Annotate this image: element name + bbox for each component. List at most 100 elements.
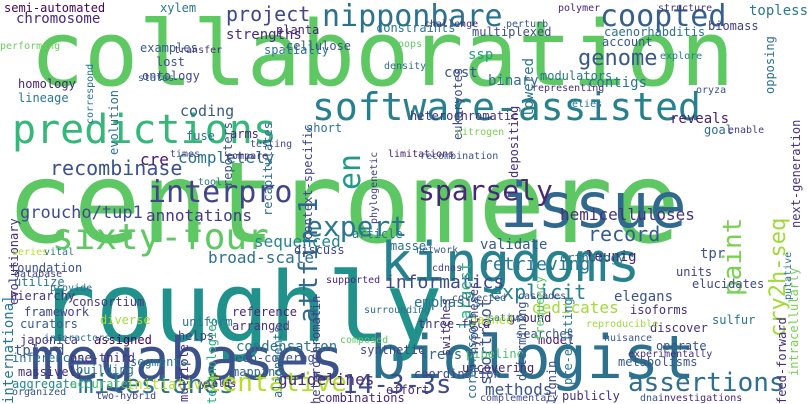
word-cascades: cascades [518,291,567,302]
word-multiplexed: multiplexed [472,25,552,39]
word-density: density [384,61,427,72]
word-testing: testing [250,139,293,150]
word-short: short [306,121,343,135]
word-initiative: initiative [126,377,211,393]
word-framework: framework [24,305,90,319]
word-loops: loops [392,39,423,50]
word-annotations: annotations [146,206,252,225]
word-fuse: fuse [186,129,215,143]
word-searches: searches [516,327,574,341]
word-yields: yields [200,379,237,390]
word-performing: performing [0,41,61,52]
word-vital: vital [44,247,75,258]
word-investigations: investigations [658,393,743,404]
word-cdnas: cdnas [432,263,463,274]
word-curators: curators [20,317,78,331]
word-nitrogen: nitrogen [456,127,505,138]
word-software-assisted: software-assisted [312,85,701,129]
word-series: series [12,247,49,258]
word-orthology: orthology [560,251,626,265]
word-nipponbare: nipponbare [322,0,503,34]
word-discuss: discuss [294,243,345,257]
word-complementary: complementary [480,393,559,404]
word-metabolisms: metabolisms [618,355,698,369]
word-correspond: correspond [85,63,96,124]
word-pre-existing: pre-existing [561,298,575,385]
word-frequency: frequency [533,275,547,341]
word-genome: genome [578,46,658,71]
word-completely: completely [178,148,275,167]
word-examples: examples [140,41,198,55]
word-interpro: interpro [148,175,293,210]
word-utilize: utilize [14,275,65,289]
word-coordination: coordination [414,367,501,381]
word-collaboration: collaboration [30,2,735,107]
word-phylogenetic: phylogenetic [369,151,380,224]
word-sparsely: sparsely [418,174,553,207]
word-coding: coding [180,102,235,120]
word-database: database [14,269,63,280]
word-synthetic: synthetic [360,343,426,357]
word-evolutionary: evolutionary [7,218,21,305]
word-caenorhabditis: caenorhabditis [604,25,706,39]
word-xylem: xylem [160,1,197,15]
word-nuisance: nuisance [604,333,653,344]
word-gained: gained [470,313,514,327]
word-guidelines: guidelines [278,370,375,389]
word-publicly: publicly [562,389,620,403]
word-pipeline: pipeline [466,347,524,361]
word-dedicates: dedicates [532,298,619,317]
word-biologist: biologist [370,323,696,393]
word-network: network [416,245,459,256]
word-consortium: consortium [72,295,145,309]
word-structure: structure [658,3,713,14]
word-ssp: ssp [468,47,494,63]
word-milestones: milestones [78,370,235,400]
word-14-3-3s: 14-3-3s [342,370,452,400]
word-explicit: explicit [490,280,587,304]
word-explore: explore [660,51,703,62]
word-recombinase: recombinase [50,156,183,180]
word-sequenced: sequenced [254,232,341,251]
word-transfer: transfer [174,45,223,56]
word-status: status [138,73,175,84]
word-uncovering: uncovering [462,361,535,375]
word-experimentally: experimentally [628,349,713,360]
word-alignments: alignments [271,325,285,398]
word-multiple: multiple [177,344,191,402]
word-sulfur: sulfur [712,313,756,327]
word-oryza: oryza [696,85,727,96]
word-model: model [538,333,575,347]
word-context-specific: context-specific [301,124,315,240]
word-groucho-tup1: groucho/tup1 [20,203,143,223]
word-masse: masse [390,239,427,253]
word-semi-automated: semi-automated [4,1,106,15]
word-tentative: tentative [206,368,347,398]
word-japonica: japonica [20,333,78,347]
word-contigs: contigs [588,75,648,91]
word-massively: massively [18,365,84,379]
word-polymer: polymer [558,3,601,14]
word-three-fold: three-fold [418,317,491,331]
word-two-hybrid: two-hybrid [96,391,157,402]
word-roughly: roughly [38,252,443,364]
word-reveals: reveals [670,111,730,127]
word-issue: issue [500,169,687,242]
word-organized: organized [12,387,67,398]
word-operate: operate [656,339,707,353]
word-deep-coverage: deep-coverage [228,351,322,365]
word-tpl-rd: tpl-rd [14,343,65,359]
word-spatially: spatially [264,43,330,57]
word-ontology: ontology [142,69,200,83]
word-chromosome: chromosome [16,11,101,27]
word-provide: provide [50,283,93,294]
word-hierarchy: hierarchy [10,289,76,303]
word-account: account [602,35,653,49]
word-record: record [588,222,661,246]
word-foundation: foundation [10,261,83,275]
word-evolution: evolution [107,89,121,155]
word-depositing: depositing [507,105,521,178]
word-expert: expert [306,210,408,243]
word-interactors: interactors [44,333,111,344]
